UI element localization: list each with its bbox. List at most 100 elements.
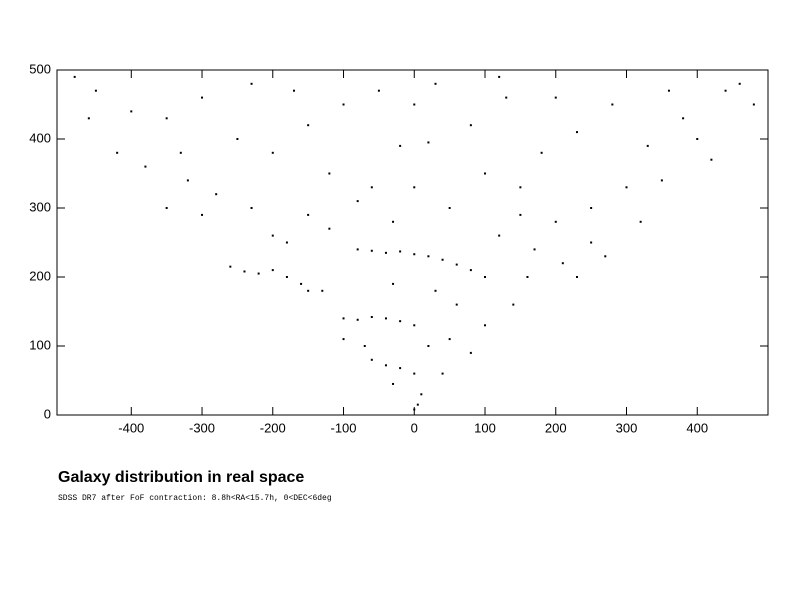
galaxy-point (94, 89, 97, 92)
galaxy-point (554, 220, 557, 223)
galaxy-point (519, 186, 522, 189)
galaxy-point (696, 138, 699, 140)
galaxy-point (427, 345, 430, 347)
galaxy-point (484, 324, 487, 327)
galaxy-point (384, 364, 387, 367)
galaxy-point (165, 117, 168, 120)
galaxy-point (257, 272, 260, 275)
galaxy-point (455, 303, 458, 306)
galaxy-point (413, 103, 416, 106)
galaxy-point (271, 151, 274, 154)
galaxy-point (434, 289, 437, 292)
galaxy-point (356, 200, 359, 203)
galaxy-point (201, 213, 204, 216)
y-tick-label: 0 (44, 406, 51, 421)
galaxy-point (667, 89, 670, 92)
galaxy-point (179, 151, 182, 154)
galaxy-point (321, 289, 324, 292)
galaxy-point (413, 372, 416, 375)
galaxy-point (448, 338, 451, 341)
galaxy-point (469, 124, 472, 127)
galaxy-point (434, 82, 437, 85)
galaxy-point (342, 317, 345, 320)
galaxy-point (413, 253, 416, 256)
galaxy-point (710, 158, 713, 161)
galaxy-point (498, 75, 501, 78)
galaxy-point (639, 220, 642, 223)
galaxy-point (342, 103, 345, 106)
galaxy-point (392, 282, 395, 285)
galaxy-point (392, 382, 395, 385)
galaxy-point (271, 234, 274, 237)
galaxy-point (604, 255, 607, 258)
galaxy-point (455, 263, 458, 266)
galaxy-point (116, 151, 119, 154)
galaxy-point (370, 186, 373, 189)
galaxy-point (590, 207, 593, 209)
galaxy-point (307, 213, 310, 216)
galaxy-point (342, 338, 345, 341)
galaxy-point (554, 96, 557, 99)
galaxy-point (413, 186, 416, 189)
galaxy-point (285, 241, 288, 244)
galaxy-point (130, 110, 133, 113)
galaxy-point (392, 220, 395, 223)
galaxy-point (420, 393, 423, 396)
galaxy-point (384, 317, 387, 320)
plot-frame (56, 69, 769, 416)
chart-title: Galaxy distribution in real space (58, 469, 304, 486)
galaxy-point (738, 82, 741, 85)
galaxy-point (413, 408, 416, 411)
y-tick-label: 500 (29, 61, 51, 76)
galaxy-point (328, 227, 331, 230)
x-tick-label: -100 (331, 420, 357, 435)
galaxy-point (625, 186, 628, 189)
x-tick-label: 400 (686, 420, 708, 435)
galaxy-point (484, 276, 487, 278)
galaxy-point (399, 320, 402, 323)
y-tick-label: 100 (29, 337, 51, 352)
galaxy-point (399, 144, 402, 147)
galaxy-point (370, 358, 373, 361)
galaxy-point (377, 89, 380, 92)
galaxy-point (384, 251, 387, 254)
galaxy-point (300, 282, 303, 285)
galaxy-point (427, 141, 430, 144)
galaxy-point (533, 248, 536, 251)
galaxy-point (724, 89, 727, 92)
galaxy-point (526, 276, 529, 278)
galaxy-point (356, 248, 359, 251)
chart-subtitle: SDSS DR7 after FoF contraction: 8.8h<RA<… (58, 494, 332, 503)
galaxy-point (413, 324, 416, 327)
galaxy-point (399, 367, 402, 370)
galaxy-point (682, 117, 685, 120)
galaxy-point (363, 345, 366, 347)
galaxy-point (469, 269, 472, 272)
galaxy-point (540, 151, 543, 154)
galaxy-point (285, 276, 288, 278)
galaxy-point (250, 82, 253, 85)
galaxy-point (328, 172, 331, 175)
galaxy-point (660, 179, 663, 182)
galaxy-point (229, 265, 232, 268)
x-tick-label: 100 (474, 420, 496, 435)
galaxy-point (186, 179, 189, 182)
galaxy-point (73, 75, 76, 78)
galaxy-point (165, 207, 168, 209)
galaxy-point (519, 213, 522, 216)
galaxy-point (752, 103, 755, 106)
galaxy-point (590, 241, 593, 244)
y-tick-label: 400 (29, 130, 51, 145)
galaxy-point (307, 289, 310, 292)
y-tick-label: 200 (29, 268, 51, 283)
galaxy-point (307, 124, 310, 127)
x-tick-label: -200 (260, 420, 286, 435)
galaxy-point (611, 103, 614, 106)
galaxy-point (498, 234, 501, 237)
galaxy-point (293, 89, 295, 92)
galaxy-point (399, 250, 402, 253)
galaxy-point (87, 117, 90, 120)
galaxy-point (243, 270, 246, 273)
galaxy-point (236, 138, 239, 140)
